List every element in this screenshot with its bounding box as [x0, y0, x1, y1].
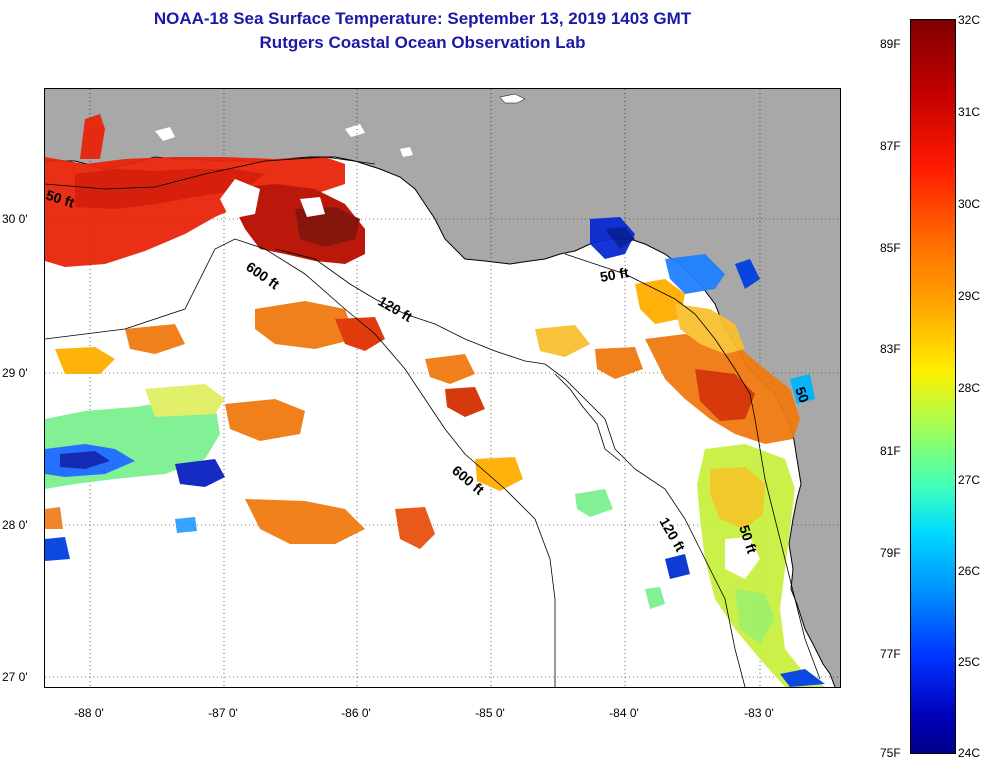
land-mass [45, 89, 840, 687]
colorbar-c-31: 31C [958, 105, 981, 119]
lon-label-84: -84 0' [609, 706, 639, 720]
colorbar-f-79: 79F [880, 546, 901, 560]
lat-label-27: 27 0' [2, 670, 28, 684]
lon-label-85: -85 0' [475, 706, 505, 720]
contour-label-120ft-south: 120 ft [656, 515, 688, 555]
colorbar-f-85: 85F [880, 241, 901, 255]
map-title: NOAA-18 Sea Surface Temperature: Septemb… [153, 9, 692, 28]
colorbar-c-24: 24C [958, 746, 981, 760]
colorbar-c-29: 29C [958, 289, 981, 303]
colorbar-c-27: 27C [958, 473, 981, 487]
contour-label-50-coast: 50 [792, 385, 812, 405]
sst-patches [45, 114, 825, 687]
colorbar-f-89: 89F [880, 37, 901, 51]
colorbar-f-83: 83F [880, 342, 901, 356]
colorbar-c-28: 28C [958, 381, 981, 395]
colorbar-f-75: 75F [880, 746, 901, 760]
contour-label-50ft-east: 50 ft [599, 264, 630, 285]
lon-label-88: -88 0' [74, 706, 104, 720]
colorbar-c-25: 25C [958, 655, 981, 669]
sst-map[interactable]: 50 ft 600 ft 120 ft 50 ft 600 ft 120 ft … [44, 88, 841, 688]
temperature-colorbar [910, 19, 956, 754]
lat-label-29: 29 0' [2, 366, 28, 380]
colorbar-c-32: 32C [958, 13, 981, 27]
lat-label-30: 30 0' [2, 212, 28, 226]
colorbar-f-77: 77F [880, 647, 901, 661]
contour-label-120ft: 120 ft [376, 293, 416, 325]
map-subtitle: Rutgers Coastal Ocean Observation Lab [259, 33, 586, 52]
colorbar-f-81: 81F [880, 444, 901, 458]
lat-label-28: 28 0' [2, 518, 28, 532]
lon-label-87: -87 0' [208, 706, 238, 720]
contour-label-600ft: 600 ft [243, 258, 282, 292]
lon-label-86: -86 0' [341, 706, 371, 720]
colorbar-f-87: 87F [880, 139, 901, 153]
colorbar-c-30: 30C [958, 197, 981, 211]
lon-label-83: -83 0' [744, 706, 774, 720]
colorbar-c-26: 26C [958, 564, 981, 578]
